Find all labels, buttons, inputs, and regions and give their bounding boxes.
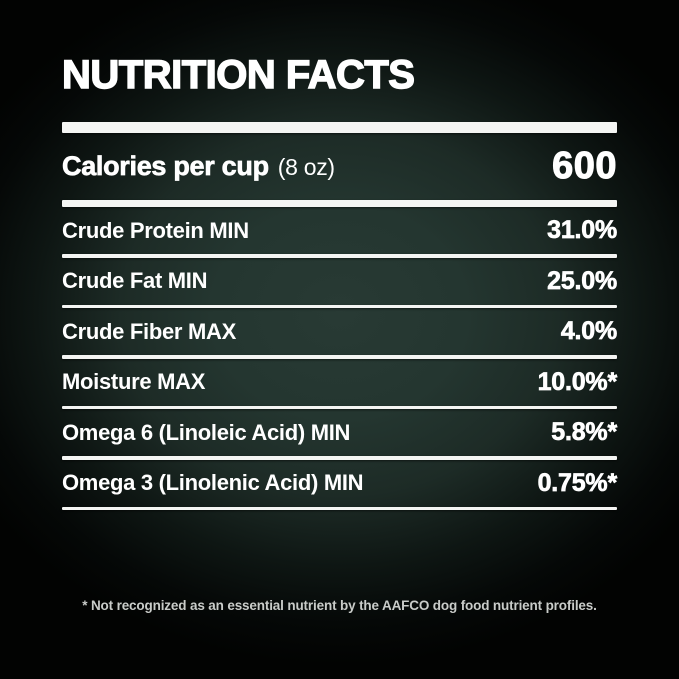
calories-divider-bar [62, 200, 617, 207]
row-divider [62, 405, 617, 409]
nutrient-label: Omega 6 (Linoleic Acid) MIN [62, 419, 351, 445]
panel-title: NUTRITION FACTS [61, 53, 415, 97]
title-divider-bar [62, 122, 617, 133]
table-row: Omega 3 (Linolenic Acid) MIN 0.75%* [62, 460, 618, 507]
nutrient-value: 4.0% [560, 317, 617, 346]
nutrient-value: 10.0%* [537, 367, 617, 396]
row-divider [62, 506, 617, 510]
nutrient-value: 25.0% [547, 266, 618, 295]
row-divider [62, 456, 617, 460]
row-divider [62, 254, 617, 258]
nutrient-label: Crude Protein MIN [62, 217, 249, 243]
nutrient-label: Moisture MAX [62, 369, 206, 394]
table-row: Crude Fat MIN 25.0% [62, 258, 618, 305]
nutrient-label: Crude Fat MIN [62, 268, 208, 293]
calories-value: 600 [552, 144, 618, 187]
table-row: Moisture MAX 10.0%* [62, 359, 618, 406]
row-divider [62, 304, 617, 308]
table-row: Crude Fiber MAX 4.0% [62, 308, 618, 355]
table-row: Crude Protein MIN 31.0% [62, 207, 618, 254]
nutrient-label: Omega 3 (Linolenic Acid) MIN [62, 470, 364, 495]
table-row: Omega 6 (Linoleic Acid) MIN 5.8%* [62, 409, 618, 456]
calories-unit: (8 oz) [277, 154, 335, 180]
row-divider [62, 355, 617, 359]
calories-label-group: Calories per cup (8 oz) [62, 151, 335, 182]
nutrient-value: 31.0% [547, 216, 618, 245]
footnote: * Not recognized as an essential nutrien… [82, 598, 597, 613]
nutrient-value: 0.75%* [537, 468, 617, 497]
calories-row: Calories per cup (8 oz) 600 [62, 133, 617, 200]
calories-label: Calories per cup [62, 151, 270, 182]
nutrient-value: 5.8%* [551, 418, 618, 447]
nutrient-label: Crude Fiber MAX [62, 318, 236, 344]
